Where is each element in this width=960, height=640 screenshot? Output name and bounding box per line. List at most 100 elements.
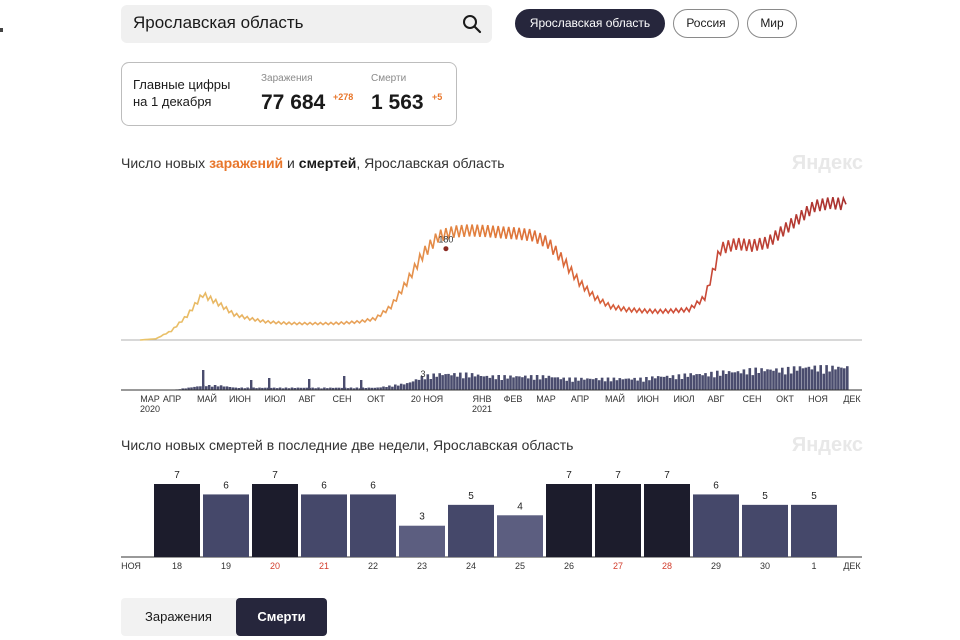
bar-month-label: ДЕК (843, 561, 861, 571)
deaths-bar (335, 387, 338, 390)
deaths-bar (529, 375, 533, 390)
deaths-bar (789, 373, 793, 390)
death-bar[interactable] (693, 494, 739, 557)
deaths-bar (695, 374, 698, 390)
region-search[interactable]: Ярославская область (121, 5, 492, 43)
deaths-bar (772, 370, 775, 390)
tab-deaths[interactable]: Смерти (236, 598, 327, 636)
deaths-bar (184, 388, 187, 390)
deaths-bar (314, 388, 317, 390)
deaths-bar (358, 388, 362, 390)
deaths-bar (589, 378, 592, 390)
death-bar[interactable] (644, 484, 690, 557)
deaths-bar (612, 377, 616, 390)
summary-title-line1: Главные цифры (133, 77, 231, 92)
bar-value-label: 7 (272, 470, 278, 481)
deaths-bar (494, 379, 498, 390)
bar-value-label: 3 (419, 512, 425, 523)
chart2-title: Число новых смертей в последние две неде… (121, 437, 574, 453)
death-bar[interactable] (350, 494, 396, 557)
death-bar[interactable] (448, 504, 494, 557)
deaths-bar (367, 387, 371, 390)
deaths-bar (385, 387, 388, 390)
deaths-bar (317, 387, 320, 390)
death-bar[interactable] (497, 515, 543, 557)
x-tick-label: МАЙ (197, 393, 217, 404)
tab-infections[interactable]: Заражения (145, 609, 212, 624)
deaths-bar (642, 381, 645, 390)
deaths-bar (781, 367, 784, 390)
infections-label: Заражения (261, 73, 313, 84)
deaths-bar (382, 386, 385, 390)
deaths-bar (671, 375, 675, 390)
death-bar[interactable] (791, 504, 837, 557)
deaths-bar (559, 379, 563, 390)
bar-day-label: 20 (270, 561, 280, 571)
death-bar[interactable] (252, 484, 298, 557)
deaths-bar (408, 382, 412, 390)
deaths-bar (816, 371, 820, 390)
deaths-bar (633, 377, 636, 390)
death-bar[interactable] (546, 484, 592, 557)
death-bar[interactable] (399, 525, 445, 557)
death-bar[interactable] (301, 494, 347, 557)
death-bar[interactable] (742, 504, 788, 557)
deaths-bar (423, 379, 427, 390)
deaths-bar (199, 386, 202, 390)
deaths-bar (819, 365, 822, 390)
deaths-bar (757, 373, 760, 390)
x-tick-label: ИЮЛ (264, 394, 285, 404)
deaths-bar (801, 368, 805, 390)
deaths-bar (828, 371, 831, 390)
x-tick-label: 20 НОЯ (411, 394, 443, 404)
bar-day-label: 23 (417, 561, 427, 571)
region-button-world[interactable]: Мир (747, 9, 797, 38)
deaths-bar (343, 376, 346, 390)
deaths-bar (414, 379, 418, 390)
death-bar[interactable] (203, 494, 249, 557)
x-year-label: 2021 (472, 404, 492, 414)
x-tick-label: АПР (571, 394, 589, 404)
x-tick-label: ОКТ (367, 394, 385, 404)
window-edge-mark (0, 28, 3, 32)
deaths-bar (763, 371, 766, 390)
infections-delta: +278 (333, 92, 354, 102)
deaths-bar (662, 376, 666, 390)
deaths-bar (320, 388, 323, 390)
summary-title-line2: на 1 декабря (133, 94, 212, 109)
deaths-bar (470, 373, 474, 390)
bar-value-label: 6 (713, 480, 719, 491)
deaths-bar (654, 378, 657, 390)
deaths-bar (202, 370, 205, 390)
deaths-bar (624, 378, 628, 390)
deaths-bar (515, 376, 518, 390)
deaths-bar (373, 387, 376, 390)
deaths-bar (748, 368, 752, 390)
deaths-bar (205, 386, 208, 390)
region-button-russia[interactable]: Россия (673, 9, 739, 38)
deaths-bar (586, 378, 589, 390)
bar-value-label: 4 (517, 501, 523, 512)
deaths-bar (648, 380, 651, 390)
death-bar[interactable] (595, 484, 641, 557)
deaths-bar (583, 379, 586, 390)
deaths-bar (834, 369, 837, 390)
search-input[interactable]: Ярославская область (133, 13, 304, 32)
death-bar[interactable] (154, 484, 200, 557)
deaths-bar (645, 377, 648, 390)
deaths-bar (296, 387, 300, 390)
deaths-bar (311, 387, 314, 390)
deaths-bar (473, 376, 477, 390)
search-icon[interactable] (462, 14, 482, 34)
yandex-watermark: Яндекс (791, 152, 863, 174)
x-tick-label: ДЕК (843, 394, 861, 404)
deaths-bar (739, 373, 743, 390)
deaths-bar (329, 387, 332, 390)
deaths-bar (482, 376, 486, 390)
deaths-bar (527, 378, 530, 390)
x-year-label: 2020 (140, 404, 160, 414)
region-button-yaroslavl[interactable]: Ярославская область (515, 9, 665, 38)
deaths-bar (213, 385, 217, 390)
deaths-bar (268, 378, 271, 390)
